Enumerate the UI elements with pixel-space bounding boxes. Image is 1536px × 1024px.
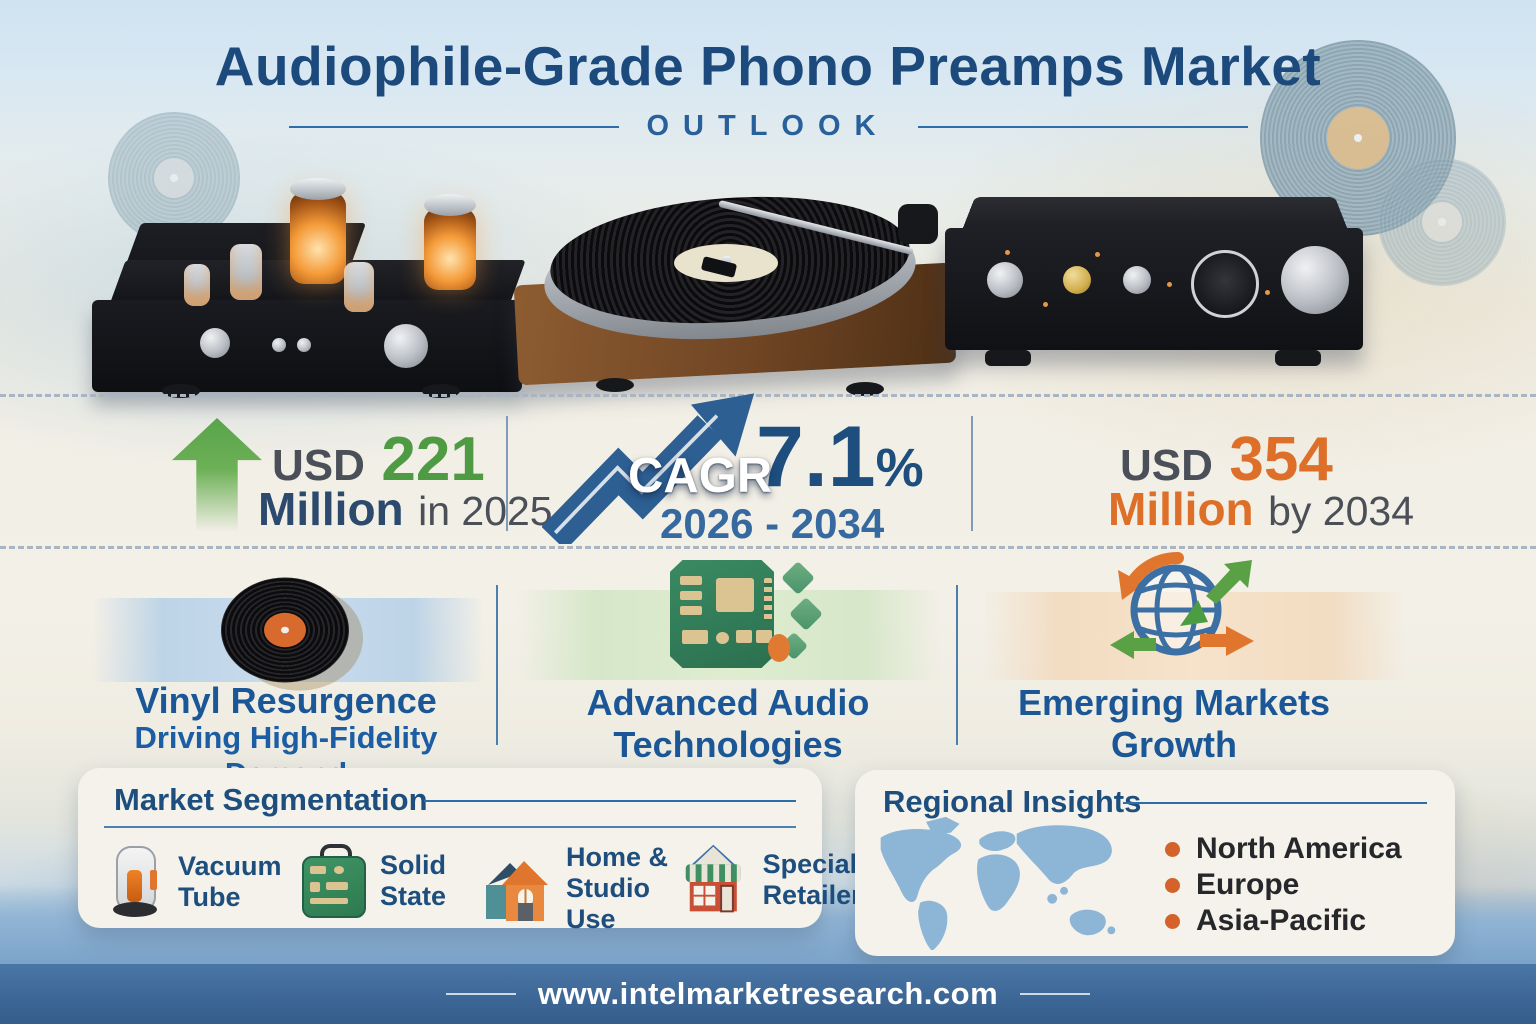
regional-insights-card: Regional Insights North America Europe (855, 770, 1455, 956)
regional-insights-title: Regional Insights (883, 784, 1142, 819)
vacuum-tube-icon (108, 844, 164, 920)
subtitle-row: OUTLOOK (0, 110, 1536, 143)
world-map (880, 816, 1116, 950)
stat-2034-value: 354 (1229, 425, 1333, 494)
segment-specialty-retailers: Specialty Retailers (678, 842, 883, 918)
market-segmentation-title: Market Segmentation (114, 782, 428, 817)
stat-2025-value-line: USD 221 (272, 424, 485, 495)
stat-2025-value: 221 (381, 425, 485, 494)
stat-2025-prefix: USD (272, 441, 365, 490)
trend-arrow-icon (542, 393, 755, 544)
turntable-image (513, 172, 957, 396)
stat-divider (506, 416, 508, 531)
region-row: Asia-Pacific (1165, 904, 1366, 938)
footer-rule-left (445, 993, 516, 995)
stat-2025-unit-line: Million in 2025 (258, 482, 553, 536)
vinyl-disc-decoration (108, 112, 240, 244)
driver-title-vinyl: Vinyl Resurgence (135, 680, 437, 721)
segment-solid-state: Solid State (300, 844, 470, 918)
subtitle-rule-right (917, 125, 1248, 128)
bullet-icon (1165, 913, 1180, 929)
segment-vacuum-tube: Vacuum Tube (108, 844, 296, 920)
title-rule (1123, 802, 1427, 804)
tube-preamp-image (92, 168, 532, 398)
driver-divider (496, 585, 498, 745)
region-label: Asia-Pacific (1196, 904, 1367, 937)
footer: www.intelmarketresearch.com (0, 976, 1536, 1012)
title-rule (424, 800, 796, 802)
stat-2034-unit: Million (1108, 483, 1254, 535)
stat-2034-unit-line: Million by 2034 (1108, 482, 1414, 536)
stat-divider (971, 416, 973, 531)
amplifier-image (945, 162, 1365, 382)
segment-label: Home & Studio Use (566, 842, 669, 935)
storefront-icon (685, 844, 741, 913)
globe-arrows-icon (1110, 552, 1254, 659)
market-segmentation-card: Market Segmentation Vacuum Tube Solid St… (78, 768, 881, 934)
house-icon (486, 860, 548, 921)
vacuum-tube-glow (424, 194, 476, 290)
bullet-icon (1165, 841, 1180, 857)
website-link[interactable]: www.intelmarketresearch.com (537, 976, 999, 1011)
bullet-icon (1165, 877, 1180, 893)
driver-title-audio-tech: Advanced Audio Technologies (586, 682, 870, 766)
segment-label: Solid State (380, 849, 447, 911)
vinyl-record-icon (221, 577, 349, 683)
region-row: North America (1165, 832, 1402, 866)
full-rule (104, 826, 796, 828)
driver-title-emerging-markets: Emerging Markets Growth (1017, 682, 1331, 766)
vinyl-disc-decoration (1378, 158, 1506, 286)
cagr-period: 2026 - 2034 (660, 500, 885, 547)
segment-home-studio: Home & Studio Use (476, 842, 702, 935)
region-label: North America (1196, 832, 1402, 865)
subtitle-rule-left (288, 125, 619, 128)
cagr-value-line: 7.1% (756, 414, 924, 500)
stat-2034-value-line: USD 354 (1120, 424, 1333, 495)
stat-2025-suffix: in 2025 (418, 488, 553, 534)
region-label: Europe (1196, 868, 1300, 901)
stat-2034-suffix: by 2034 (1268, 488, 1414, 534)
segment-label: Vacuum Tube (178, 850, 282, 912)
dashed-divider-top (0, 394, 1536, 397)
circuit-chip-icon (648, 556, 823, 674)
stat-2025-unit: Million (258, 483, 404, 535)
footer-band (0, 964, 1536, 1024)
driver-divider (956, 585, 958, 745)
vacuum-tube-glow (290, 178, 346, 284)
cagr-percent-sign: % (875, 438, 924, 498)
dashed-divider-bottom (0, 546, 1536, 549)
cagr-value: 7.1 (756, 409, 876, 505)
footer-rule-right (1020, 993, 1091, 995)
page-title: Audiophile-Grade Phono Preamps Market (214, 35, 1322, 97)
subtitle: OUTLOOK (646, 110, 890, 142)
cagr-label: CAGR (628, 449, 773, 503)
circuit-board-icon (300, 844, 366, 918)
region-row: Europe (1165, 868, 1299, 902)
stat-2034-prefix: USD (1120, 441, 1213, 490)
